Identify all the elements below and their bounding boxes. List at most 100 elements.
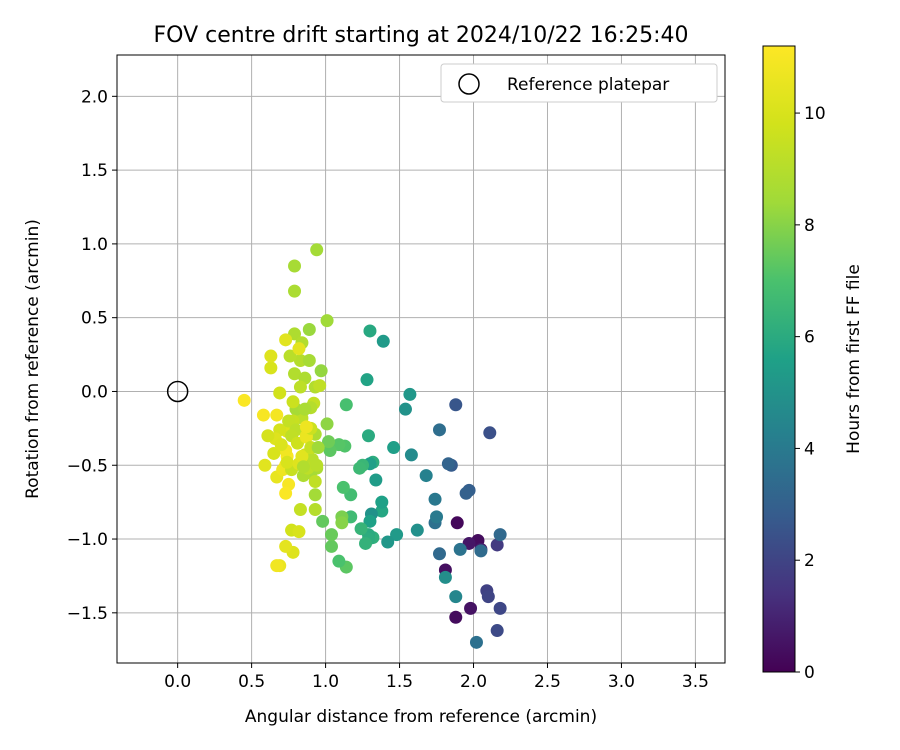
data-point	[459, 486, 473, 500]
data-point	[332, 554, 346, 568]
data-point	[375, 495, 389, 509]
colorbar-gradient	[762, 45, 796, 673]
data-point	[310, 458, 324, 472]
chart-title: FOV centre drift starting at 2024/10/22 …	[154, 23, 689, 48]
data-point	[279, 333, 293, 347]
data-point	[363, 324, 377, 338]
data-point	[299, 420, 313, 434]
data-point	[432, 547, 446, 561]
data-point	[274, 438, 288, 452]
data-point	[453, 542, 467, 556]
data-point	[360, 373, 374, 387]
data-point	[283, 349, 297, 363]
x-tick-label: 2.5	[534, 672, 561, 692]
data-point	[256, 408, 270, 422]
data-point	[308, 488, 322, 502]
x-tick-label: 0.0	[164, 672, 191, 692]
data-point	[464, 601, 478, 615]
x-tick-label: 2.0	[460, 672, 487, 692]
data-point	[449, 398, 463, 412]
data-point	[270, 559, 284, 573]
data-point	[387, 441, 401, 455]
data-point	[419, 469, 433, 483]
y-tick-label: 0.5	[81, 309, 108, 329]
data-point	[339, 398, 353, 412]
y-tick-label: 1.0	[81, 235, 108, 255]
data-point	[302, 353, 316, 367]
y-tick-label: 1.5	[81, 161, 108, 181]
data-point	[279, 539, 293, 553]
data-point	[288, 259, 302, 273]
colorbar-tick-label: 6	[804, 328, 815, 348]
x-tick-label: 1.0	[312, 672, 339, 692]
data-point	[286, 395, 300, 409]
legend-label: Reference platepar	[507, 75, 669, 95]
legend-box	[440, 63, 718, 103]
data-point	[390, 528, 404, 542]
colorbar-tick-label: 0	[804, 663, 815, 683]
data-point	[493, 528, 507, 542]
data-point	[293, 380, 307, 394]
data-point	[449, 610, 463, 624]
x-tick-label: 3.5	[682, 672, 709, 692]
data-point	[398, 402, 412, 416]
data-point	[490, 538, 504, 552]
data-point	[335, 516, 349, 530]
data-point	[292, 342, 306, 356]
data-point	[369, 473, 383, 487]
data-point	[438, 570, 452, 584]
data-point	[410, 523, 424, 537]
data-point	[282, 414, 296, 428]
y-tick-label: −1.5	[67, 604, 108, 624]
data-point	[376, 334, 390, 348]
data-point	[404, 448, 418, 462]
data-point	[441, 457, 455, 471]
colorbar-tick-label: 2	[804, 551, 815, 571]
x-axis: 0.0 0.5 1.0 1.5 2.0 2.5 3.0 3.5	[164, 663, 709, 692]
data-point	[381, 535, 395, 549]
data-point	[432, 423, 446, 437]
data-point	[310, 243, 324, 257]
plot-area	[117, 55, 725, 663]
data-point	[267, 446, 281, 460]
data-point	[302, 322, 316, 336]
legend: Reference platepar	[440, 63, 718, 103]
data-point	[449, 590, 463, 604]
data-point	[311, 441, 325, 455]
data-point	[288, 284, 302, 298]
data-points	[237, 243, 507, 649]
colorbar: 0 2 4 6 8 10 Hours from first FF file	[762, 45, 864, 683]
colorbar-tick-label: 4	[804, 439, 815, 459]
x-tick-label: 3.0	[608, 672, 635, 692]
data-point	[320, 314, 334, 328]
colorbar-ticks: 0 2 4 6 8 10	[795, 104, 826, 683]
data-point	[237, 393, 251, 407]
grid	[117, 55, 725, 663]
data-point	[298, 402, 312, 416]
data-point	[258, 458, 272, 472]
data-point	[403, 387, 417, 401]
y-axis: −1.5 −1.0 −0.5 0.0 0.5 1.0 1.5 2.0	[67, 87, 117, 624]
data-point	[353, 461, 367, 475]
data-point	[293, 503, 307, 517]
data-point	[273, 386, 287, 400]
legend-marker	[458, 73, 480, 95]
plot-frame	[116, 54, 726, 664]
data-point	[261, 429, 275, 443]
data-point	[322, 435, 336, 449]
data-point	[279, 486, 293, 500]
colorbar-tick-label: 8	[804, 216, 815, 236]
reference-marker	[166, 380, 189, 403]
data-point	[469, 635, 483, 649]
x-tick-label: 1.5	[386, 672, 413, 692]
data-point	[493, 601, 507, 615]
data-point	[264, 361, 278, 375]
x-tick-label: 0.5	[238, 672, 265, 692]
data-point	[325, 528, 339, 542]
data-point	[292, 525, 306, 539]
colorbar-tick-label: 10	[804, 104, 826, 124]
data-point	[450, 516, 464, 530]
data-point	[264, 349, 278, 363]
data-point	[270, 408, 284, 422]
